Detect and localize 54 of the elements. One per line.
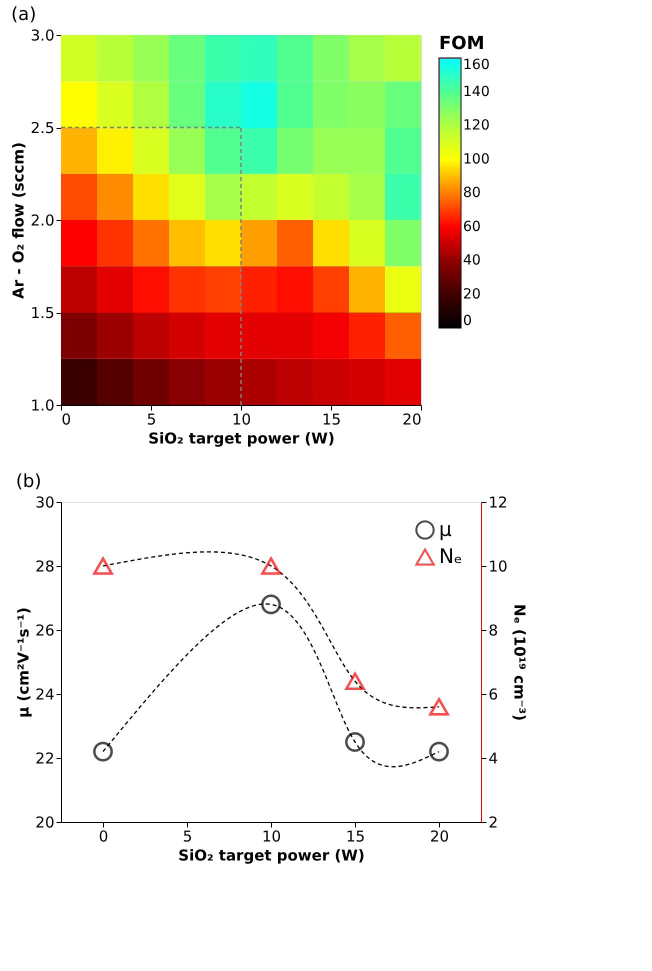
x-axis-title: SiO₂ target power (W)	[178, 846, 365, 864]
chart-title: (b)	[16, 471, 42, 492]
y-tick-label: 30	[35, 494, 54, 512]
y-tick-label: 26	[35, 622, 54, 640]
point	[345, 732, 365, 752]
x-tick-label: 0	[98, 828, 108, 846]
x-tick-label: 15	[346, 828, 366, 846]
point	[93, 742, 113, 762]
point	[345, 672, 365, 690]
y-tick-label: 2.5	[30, 119, 54, 137]
x-tick-label: 20	[430, 828, 450, 846]
y-tick-label: 3.0	[30, 26, 54, 44]
y-tick-label: 22	[35, 750, 54, 768]
color-bar-label: 0	[463, 313, 472, 329]
point	[429, 698, 449, 716]
x-tick-label: 0	[62, 410, 72, 428]
y2-tick-label: 12	[488, 494, 508, 512]
color-bar-label: 40	[463, 252, 481, 268]
y-tick-label: 1.5	[30, 304, 54, 322]
y-tick-label: 20	[35, 814, 54, 832]
color-bar-label: 140	[463, 84, 490, 100]
y2-tick-label: 4	[488, 750, 498, 768]
y2-tick-label: 6	[488, 686, 498, 704]
y-tick-label: 28	[35, 558, 54, 576]
x-axis-title: SiO₂ target power (W)	[148, 430, 335, 448]
x-tick-label: 5	[146, 410, 156, 428]
color-bar-label: 100	[463, 151, 490, 168]
y2-tick-label: 8	[488, 622, 498, 640]
legend-label: μ	[439, 517, 452, 541]
point	[93, 557, 113, 575]
legend-label: Nₑ	[439, 544, 462, 568]
y-tick-label: 1.0	[30, 396, 54, 414]
x-tick-label: 15	[322, 410, 342, 428]
x-tick-label: 20	[402, 410, 422, 428]
color-bar-label: 20	[463, 286, 481, 302]
x-tick-label: 10	[232, 410, 252, 428]
color-bar-label: 60	[463, 218, 481, 235]
y-axis-title: Ar - O₂ flow (sccm)	[10, 142, 28, 299]
x-tick-label: 5	[182, 828, 192, 846]
color-bar-label: 160	[463, 57, 490, 73]
y2-tick-label: 10	[488, 558, 508, 576]
y2-tick-label: 2	[488, 814, 498, 832]
y-tick-label: 24	[35, 686, 54, 704]
point	[261, 594, 281, 614]
y2-axis-title: Nₑ (10¹⁹ cm⁻³)	[510, 604, 529, 721]
color-bar-label: 80	[463, 185, 481, 201]
point	[261, 557, 281, 575]
y-tick-label: 2.0	[30, 212, 54, 230]
color-bar-label: 120	[463, 118, 490, 134]
y-axis-title: μ (cm²V⁻¹s⁻¹)	[14, 607, 32, 718]
x-tick-label: 10	[262, 828, 282, 846]
point	[429, 742, 449, 762]
chart-title: (a)	[11, 4, 36, 25]
color-bar-title: FOM	[439, 33, 485, 54]
